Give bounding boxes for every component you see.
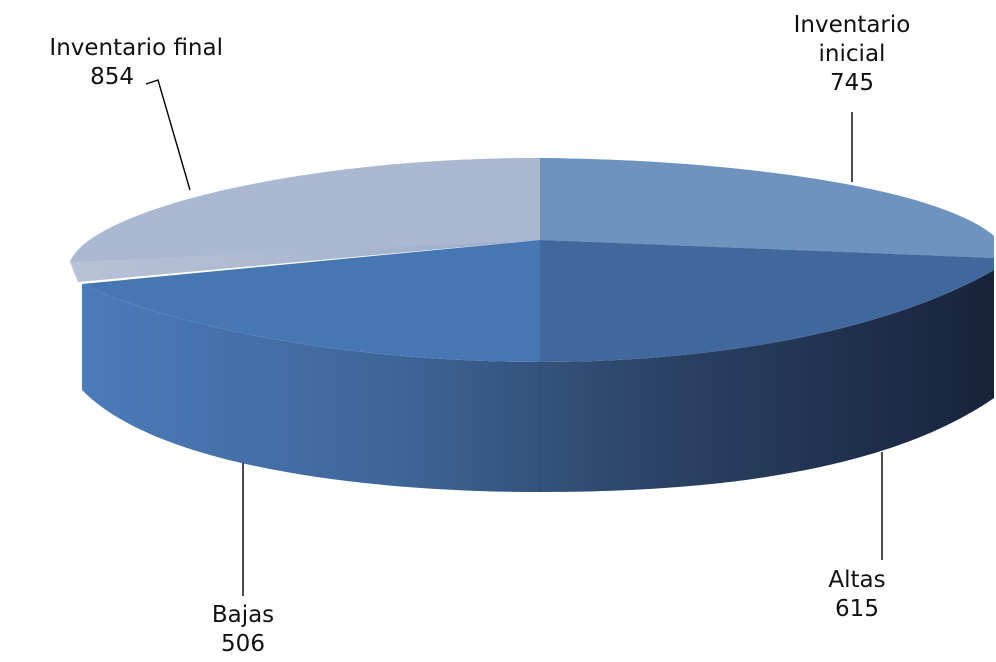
slice-bajas — [82, 240, 540, 362]
data-label-altas-value: 615 — [835, 596, 879, 622]
data-label-inventario-inicial-name: Inventario — [794, 12, 911, 38]
slice-altas — [540, 240, 994, 362]
data-label-inventario-inicial-name: inicial — [819, 41, 886, 67]
data-label-bajas-name: Bajas — [212, 602, 274, 628]
data-label-inventario-final-name: Inventario final — [49, 35, 223, 61]
data-label-altas-name: Altas — [828, 567, 885, 593]
slice-inventario-inicial — [540, 158, 994, 258]
data-label-bajas-value: 506 — [221, 631, 265, 657]
slice-inventario-final — [70, 158, 540, 262]
slice-side-front — [82, 270, 994, 492]
data-label-inventario-final-value: 854 — [90, 64, 134, 90]
data-label-inventario-inicial-value: 745 — [830, 70, 874, 96]
leader-inventario-final — [145, 79, 191, 191]
